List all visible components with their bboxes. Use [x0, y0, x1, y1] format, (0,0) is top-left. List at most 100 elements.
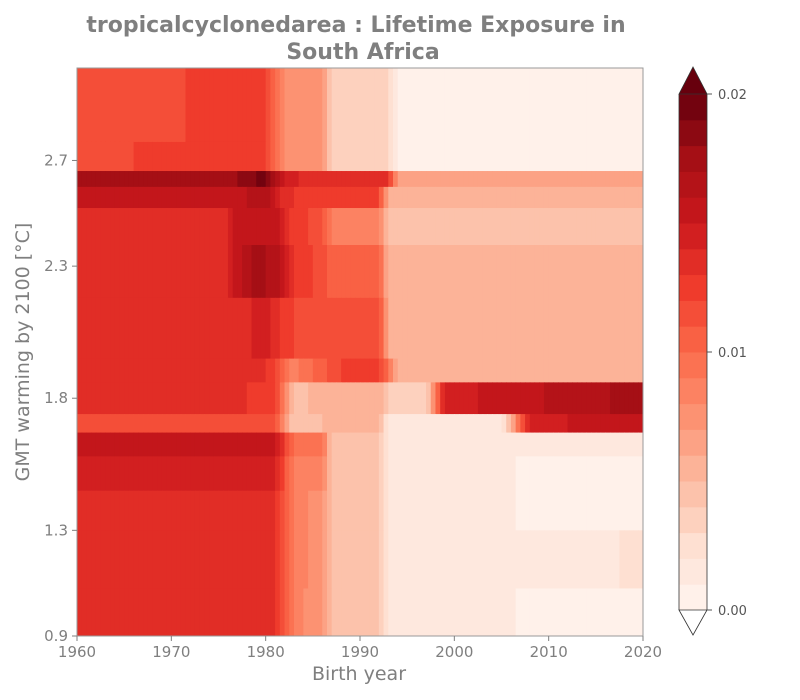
heatmap-cell — [331, 208, 338, 246]
heatmap-cell — [232, 141, 238, 172]
heatmap-cell — [459, 208, 465, 246]
heatmap-cell — [298, 456, 304, 492]
heatmap-cell — [393, 186, 399, 209]
heatmap-cell — [176, 297, 182, 360]
heatmap-cell — [308, 208, 314, 246]
heatmap-cell — [586, 414, 592, 434]
heatmap-cell — [251, 358, 257, 383]
heatmap-cell — [416, 186, 422, 209]
heatmap-cell — [114, 432, 121, 457]
heatmap-cell — [430, 208, 437, 246]
heatmap-cell — [473, 68, 479, 143]
heatmap-cell — [374, 456, 380, 492]
heatmap-cell — [256, 490, 262, 531]
chart-title-line1: tropicalcyclonedarea : Lifetime Exposure… — [86, 13, 625, 38]
heatmap-cell — [218, 171, 224, 188]
heatmap-cell — [619, 297, 625, 360]
heatmap-cell — [312, 588, 319, 636]
heatmap-cell — [199, 414, 205, 434]
heatmap-cell — [383, 456, 389, 492]
heatmap-cell — [138, 588, 144, 636]
heatmap-cell — [416, 171, 422, 188]
heatmap-cell — [548, 588, 554, 636]
heatmap-cell — [345, 208, 352, 246]
heatmap-cell — [581, 186, 587, 209]
heatmap-cell — [501, 414, 507, 434]
heatmap-cell — [232, 432, 238, 457]
heatmap-cell — [223, 245, 229, 299]
heatmap-cell — [265, 432, 271, 457]
heatmap-cell — [510, 382, 517, 415]
heatmap-cell — [213, 68, 220, 143]
heatmap-cell — [595, 414, 602, 434]
heatmap-cell — [539, 141, 545, 172]
heatmap-cell — [572, 490, 578, 531]
heatmap-cell — [171, 358, 177, 383]
heatmap-cell — [223, 382, 229, 415]
heatmap-cell — [260, 382, 267, 415]
heatmap-cell — [350, 171, 356, 188]
heatmap-cell — [152, 530, 158, 590]
heatmap-cell — [341, 588, 347, 636]
heatmap-cell — [251, 208, 257, 246]
heatmap-cell — [95, 208, 102, 246]
heatmap-cell — [110, 456, 116, 492]
heatmap-cell — [171, 208, 177, 246]
heatmap-cell — [199, 490, 205, 531]
heatmap-cell — [543, 245, 550, 299]
heatmap-cell — [487, 171, 493, 188]
heatmap-cell — [341, 382, 347, 415]
heatmap-cell — [143, 358, 149, 383]
heatmap-cell — [279, 414, 286, 434]
heatmap-cell — [194, 530, 201, 590]
heatmap-cell — [430, 414, 437, 434]
colorbar-extend-max — [678, 66, 708, 95]
heatmap-cell — [383, 414, 389, 434]
heatmap-cell — [298, 432, 304, 457]
heatmap-cell — [77, 432, 83, 457]
heatmap-cell — [124, 186, 130, 209]
heatmap-cell — [407, 141, 413, 172]
heatmap-cell — [336, 432, 342, 457]
heatmap-cell — [633, 382, 639, 415]
heatmap-cell — [336, 358, 342, 383]
heatmap-cell — [595, 186, 602, 209]
heatmap-cell — [289, 588, 295, 636]
heatmap-cell — [95, 186, 102, 209]
heatmap-cell — [525, 530, 531, 590]
heatmap-cell — [449, 245, 455, 299]
heatmap-cell — [619, 530, 625, 590]
heatmap-cell — [223, 358, 229, 383]
heatmap-cell — [515, 382, 521, 415]
heatmap-cell — [548, 432, 554, 457]
heatmap-cell — [638, 414, 643, 434]
heatmap-cell — [444, 432, 451, 457]
heatmap-cell — [147, 171, 154, 188]
heatmap-cell — [275, 68, 281, 143]
heatmap-cell — [312, 456, 319, 492]
heatmap-cell — [341, 530, 347, 590]
heatmap-cell — [383, 141, 389, 172]
heatmap-cell — [176, 208, 182, 246]
heatmap-cell — [345, 588, 352, 636]
heatmap-cell — [600, 530, 606, 590]
heatmap-cell — [190, 171, 196, 188]
heatmap-cell — [95, 414, 102, 434]
heatmap-cell — [364, 358, 371, 383]
heatmap-cell — [468, 245, 474, 299]
heatmap-cell — [180, 432, 187, 457]
heatmap-cell — [289, 358, 295, 383]
heatmap-cell — [289, 208, 295, 246]
heatmap-cell — [308, 530, 314, 590]
heatmap-cell — [100, 208, 106, 246]
heatmap-cell — [449, 297, 455, 360]
heatmap-cell — [336, 208, 342, 246]
heatmap-cell — [444, 490, 451, 531]
heatmap-cell — [426, 358, 432, 383]
heatmap-cell — [105, 208, 111, 246]
heatmap-cell — [237, 382, 243, 415]
heatmap-cell — [548, 456, 554, 492]
heatmap-cell — [345, 171, 352, 188]
heatmap-cell — [298, 208, 304, 246]
heatmap-cell — [506, 358, 512, 383]
